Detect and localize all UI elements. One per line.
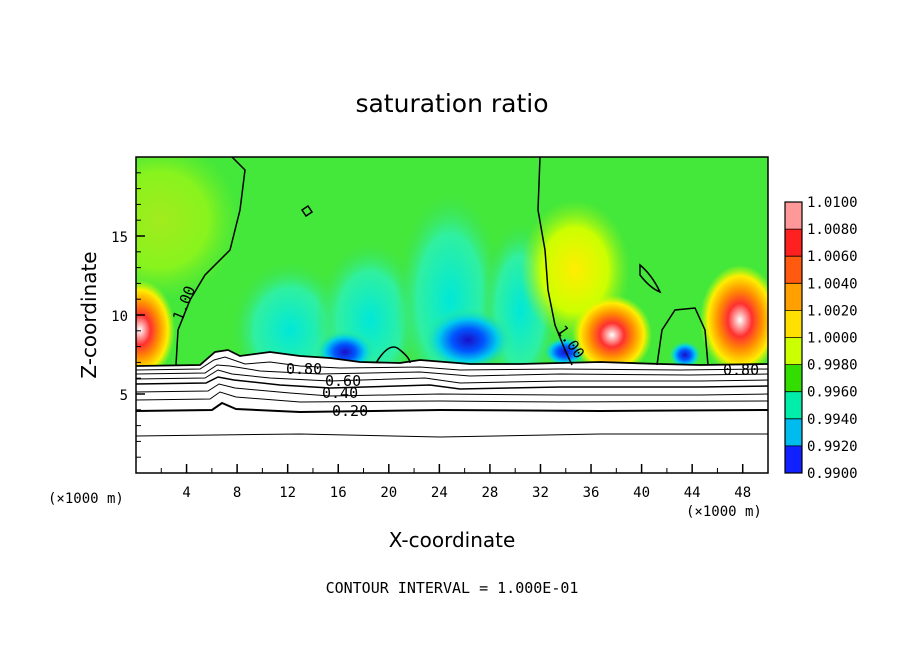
contour-line <box>136 369 768 384</box>
colorbar-swatch <box>785 310 802 338</box>
colorbar-swatch <box>785 337 802 365</box>
field-patch <box>572 295 652 375</box>
chart-title: saturation ratio <box>355 89 548 118</box>
contour-label: 0.40 <box>322 384 358 402</box>
field-patch <box>423 308 513 372</box>
contour-label: 0.60 <box>325 372 361 390</box>
y-tick-label: 5 <box>120 388 128 404</box>
colorbar-swatch <box>785 256 802 284</box>
x-tick-label: 8 <box>233 485 241 501</box>
x-tick-label: 36 <box>583 485 600 501</box>
field-patch <box>700 265 768 375</box>
colorbar-label: 0.9960 <box>807 385 858 401</box>
x-tick-label: 16 <box>330 485 347 501</box>
x-tick-label: 20 <box>380 485 397 501</box>
colorbar-label: 1.0000 <box>807 331 858 347</box>
x-unit-left: (×1000 m) <box>48 491 124 507</box>
x-tick-label: 24 <box>431 485 448 501</box>
x-axis-label: X-coordinate <box>389 528 516 552</box>
contour-line <box>136 376 768 390</box>
contour-line <box>136 364 768 377</box>
contour-line <box>175 157 246 366</box>
colorbar: 1.0100 1.0080 1.0060 1.0040 1.0020 1.0000 0.99… <box>784 195 858 482</box>
contour-interval-note: CONTOUR INTERVAL = 1.000E-01 <box>326 579 579 597</box>
contour-label: 0.80 <box>286 360 322 378</box>
colorbar-swatch <box>785 418 802 446</box>
contour-line <box>537 157 573 366</box>
field-patch <box>136 280 175 380</box>
plot-area: 1.00 1.00 0.80 0.80 0.60 0.40 0.20 <box>136 157 768 473</box>
contour-label: 0.20 <box>332 402 368 420</box>
field-patch <box>669 341 701 369</box>
colorbar-label: 0.9920 <box>807 439 858 455</box>
colorbar-swatch <box>785 391 802 419</box>
x-tick-label: 48 <box>734 485 751 501</box>
contour-line <box>136 349 768 367</box>
colorbar-label: 1.0080 <box>807 222 858 238</box>
colorbar-label: 0.9900 <box>807 466 858 482</box>
contour-label: 0.80 <box>723 361 759 379</box>
contour-line <box>136 383 768 397</box>
colorbar-swatch <box>785 202 802 230</box>
colorbar-label: 1.0020 <box>807 303 858 319</box>
y-axis: 5 10 15 <box>111 172 145 458</box>
colorbar-label: 1.0100 <box>807 195 858 211</box>
colorbar-label: 1.0060 <box>807 249 858 265</box>
contour-line <box>136 433 768 438</box>
x-tick-label: 40 <box>633 485 650 501</box>
colorbar-swatch <box>785 445 802 473</box>
x-axis: 4 8 12 16 20 24 28 32 36 40 44 48 <box>160 464 751 501</box>
x-tick-label: 28 <box>481 485 498 501</box>
colorbar-label: 0.9940 <box>807 412 858 428</box>
contour-line <box>639 263 662 294</box>
x-unit-right: (×1000 m) <box>686 504 762 520</box>
contour-line <box>136 391 768 403</box>
contour-line <box>375 346 411 364</box>
colorbar-swatch <box>785 283 802 311</box>
x-tick-label: 32 <box>532 485 549 501</box>
colorbar-swatch <box>785 364 802 392</box>
contour-line <box>300 204 314 218</box>
contour-line <box>136 401 768 414</box>
colorbar-label: 1.0040 <box>807 276 858 292</box>
y-tick-label: 10 <box>111 309 128 325</box>
x-tick-label: 44 <box>684 485 701 501</box>
y-axis-label: Z-coordinate <box>77 251 101 378</box>
x-tick-label: 12 <box>279 485 296 501</box>
colorbar-label: 0.9980 <box>807 358 858 374</box>
contour-lines <box>136 157 768 438</box>
y-tick-label: 15 <box>111 230 128 246</box>
contour-line <box>656 307 709 366</box>
contour-line <box>136 356 768 371</box>
field-patch <box>136 157 240 300</box>
colorbar-swatch <box>785 229 802 257</box>
x-tick-label: 4 <box>182 485 190 501</box>
